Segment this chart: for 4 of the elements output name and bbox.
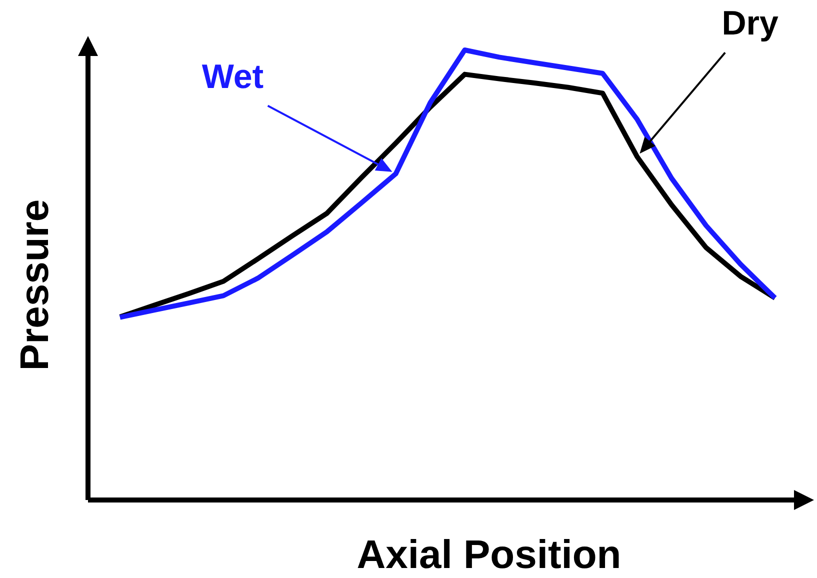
x-axis-title: Axial Position: [356, 533, 622, 577]
y-axis-title: Pressure: [13, 199, 57, 371]
text: Dry: [722, 4, 779, 43]
text: Wet: [202, 58, 264, 96]
